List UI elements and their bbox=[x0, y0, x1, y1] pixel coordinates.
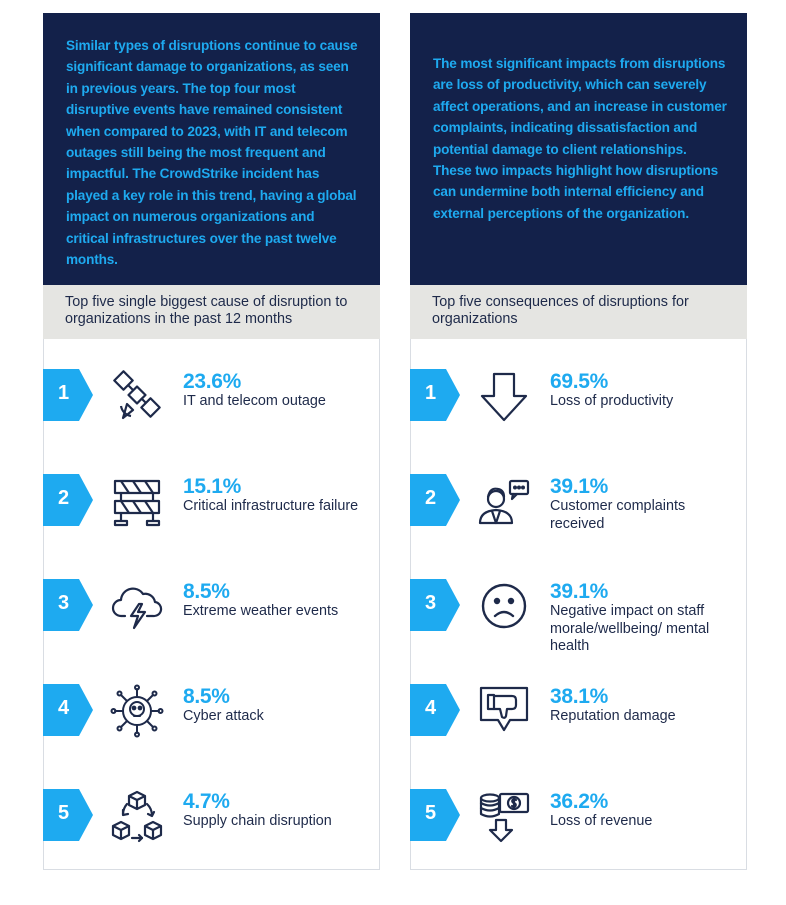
item-percent: 36.2% bbox=[550, 790, 609, 813]
item-percent: 38.1% bbox=[550, 685, 609, 708]
right-intro-box: The most significant impacts from disrup… bbox=[410, 13, 747, 285]
rank-badge: 3 bbox=[410, 579, 460, 631]
item-percent: 4.7% bbox=[183, 790, 230, 813]
down-arrow-icon bbox=[476, 368, 532, 424]
list-item: 5 36.2% Loss of revenue bbox=[410, 786, 746, 846]
item-label: Extreme weather events bbox=[183, 603, 339, 619]
item-percent: 69.5% bbox=[550, 370, 609, 393]
item-label: Customer complaints received bbox=[550, 498, 686, 532]
item-label: Supply chain disruption bbox=[183, 813, 332, 829]
list-item: 4 38.1% Reputation damage bbox=[410, 681, 746, 741]
item-label: Negative impact on staff morale/wellbein… bbox=[550, 603, 710, 654]
list-item: 3 39.1% Negative impact on staff morale/… bbox=[410, 576, 746, 654]
right-panel: The most significant impacts from disrup… bbox=[410, 13, 747, 870]
item-label: IT and telecom outage bbox=[183, 393, 326, 409]
left-intro-text: Similar types of disruptions continue to… bbox=[66, 38, 358, 268]
item-percent: 8.5% bbox=[183, 685, 230, 708]
right-subheading-box: Top five consequences of disruptions for… bbox=[410, 285, 747, 339]
list-item: 2 39.1% Customer complaints received bbox=[410, 471, 746, 532]
rank-badge: 1 bbox=[43, 369, 93, 421]
item-percent: 15.1% bbox=[183, 475, 242, 498]
rank-badge: 5 bbox=[43, 789, 93, 841]
rank-badge: 3 bbox=[43, 579, 93, 631]
item-label: Reputation damage bbox=[550, 708, 676, 724]
skull-virus-icon bbox=[109, 683, 165, 739]
left-panel: Similar types of disruptions continue to… bbox=[43, 13, 380, 870]
list-item: 1 23.6% IT and telecom outage bbox=[43, 366, 379, 426]
left-subheading-box: Top five single biggest cause of disrupt… bbox=[43, 285, 380, 339]
right-subheading: Top five consequences of disruptions for… bbox=[432, 294, 689, 327]
satellite-icon bbox=[109, 368, 165, 424]
storm-cloud-icon bbox=[109, 578, 165, 634]
money-down-icon bbox=[476, 788, 532, 844]
left-intro-box: Similar types of disruptions continue to… bbox=[43, 13, 380, 285]
rank-badge: 2 bbox=[410, 474, 460, 526]
item-percent: 39.1% bbox=[550, 580, 609, 603]
item-label: Critical infrastructure failure bbox=[183, 498, 359, 514]
item-percent: 8.5% bbox=[183, 580, 230, 603]
left-subheading: Top five single biggest cause of disrupt… bbox=[65, 294, 348, 327]
item-percent: 39.1% bbox=[550, 475, 609, 498]
thumbs-down-icon bbox=[476, 683, 532, 739]
rank-badge: 4 bbox=[410, 684, 460, 736]
rank-badge: 1 bbox=[410, 369, 460, 421]
list-item: 1 69.5% Loss of productivity bbox=[410, 366, 746, 426]
list-item: 2 15.1% Critical infrastructure failure bbox=[43, 471, 379, 531]
sad-face-icon bbox=[476, 578, 532, 634]
item-label: Loss of productivity bbox=[550, 393, 674, 409]
barrier-icon bbox=[109, 473, 165, 529]
item-percent: 23.6% bbox=[183, 370, 242, 393]
rank-badge: 5 bbox=[410, 789, 460, 841]
list-item: 5 4.7% Supply chain disruption bbox=[43, 786, 379, 846]
list-item: 4 8.5% Cyber attack bbox=[43, 681, 379, 741]
item-label: Cyber attack bbox=[183, 708, 264, 724]
rank-badge: 4 bbox=[43, 684, 93, 736]
item-label: Loss of revenue bbox=[550, 813, 653, 829]
list-item: 3 8.5% Extreme weather events bbox=[43, 576, 379, 636]
rank-badge: 2 bbox=[43, 474, 93, 526]
right-intro-text: The most significant impacts from disrup… bbox=[433, 56, 727, 221]
supply-chain-cubes-icon bbox=[109, 788, 165, 844]
person-speech-icon bbox=[476, 473, 532, 529]
